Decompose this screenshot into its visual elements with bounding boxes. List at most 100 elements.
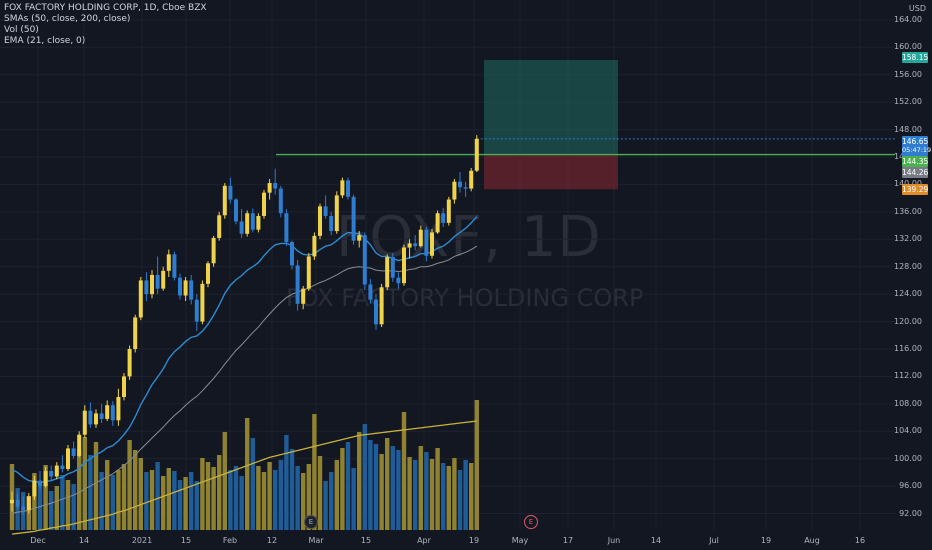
price-tick-label: 116.00 [894, 343, 922, 353]
price-tick-label: 152.00 [894, 97, 922, 107]
candle-body [385, 257, 390, 288]
ema21-line [11, 216, 478, 484]
candle-body [312, 235, 317, 257]
candle-body [418, 229, 423, 247]
earnings-future-marker[interactable]: E [524, 515, 538, 529]
candle-body [172, 254, 177, 278]
time-tick-label: Apr [417, 536, 431, 545]
candle-body [15, 499, 20, 507]
candle-body [82, 410, 87, 435]
time-tick-label: 14 [650, 536, 662, 545]
candle-body [290, 242, 294, 266]
candle-body [306, 256, 311, 289]
volume-bar [301, 473, 306, 530]
volume-bar [54, 486, 59, 530]
candle-body [110, 405, 115, 421]
price-tick-label: 96.00 [899, 481, 922, 491]
volume-bar [474, 400, 479, 530]
time-tick-label: May [511, 536, 529, 545]
candle-body [54, 465, 59, 477]
volume-bar [368, 440, 373, 530]
volume-bar [155, 462, 160, 530]
chart-legend: FOX FACTORY HOLDING CORP, 1D, Cboe BZX S… [4, 3, 207, 47]
sma200-line [11, 420, 477, 535]
volume-bar [194, 481, 199, 530]
volume-bar [183, 477, 188, 530]
legend-title[interactable]: FOX FACTORY HOLDING CORP, 1D, Cboe BZX [4, 3, 207, 13]
legend-vol[interactable]: Vol (50) [4, 25, 39, 35]
candle-body [267, 183, 272, 193]
volume-bar [172, 471, 177, 530]
candle-body [21, 506, 26, 511]
watermark-name: FOX FACTORY HOLDING CORP [286, 284, 644, 312]
candle-body [424, 229, 429, 256]
price-tick-label: 112.00 [894, 371, 922, 381]
volume-bar [418, 446, 423, 530]
time-tick-label: 2021 [131, 536, 153, 545]
earnings-past-marker[interactable]: E [304, 515, 318, 529]
volume-bar [340, 448, 345, 530]
volume-bar [457, 470, 463, 530]
candle-body [88, 410, 93, 425]
time-tick-label: 16 [854, 536, 866, 545]
candle-body [435, 213, 440, 233]
volume-bar [334, 460, 339, 530]
legend-sma[interactable]: SMAs (50, close, 200, close) [4, 14, 131, 24]
volume-bar [110, 475, 115, 530]
candle-body [133, 317, 138, 349]
volume-bar [161, 476, 166, 530]
candle-body [357, 235, 362, 241]
legend-ema[interactable]: EMA (21, close, 0) [4, 36, 86, 46]
candle-body [452, 181, 457, 200]
volume-bar [105, 460, 110, 530]
volume-bar [144, 472, 149, 530]
volume-bar [200, 458, 205, 530]
time-tick-label: Feb [222, 536, 238, 545]
price-tick-label: 104.00 [894, 426, 922, 436]
candle-body [38, 480, 42, 487]
volume-bar [373, 444, 379, 530]
candle-body [26, 496, 31, 511]
volume-bar [413, 460, 418, 530]
volume-bar [233, 466, 239, 530]
candle-body [127, 348, 132, 377]
price-tick-label: 156.00 [894, 69, 922, 79]
candle-body [43, 471, 48, 487]
volume-bar [295, 466, 300, 530]
time-tick-label: 17 [562, 536, 574, 545]
price-tick-label: 108.00 [894, 398, 922, 408]
volume-bar [289, 449, 295, 530]
volume-bar [452, 458, 457, 530]
candle-body [32, 480, 37, 497]
candle-body [362, 235, 367, 285]
time-tick-label: 15 [180, 536, 192, 545]
volume-bar [245, 418, 250, 530]
volume-bar [99, 472, 104, 530]
price-tick-label: 100.00 [894, 453, 922, 463]
candle-body [183, 280, 188, 296]
candle-body [469, 170, 474, 189]
time-tick-label: 14 [78, 536, 90, 545]
candle-body [441, 213, 446, 223]
candle-body [155, 274, 160, 289]
price-tick-label: 132.00 [894, 234, 922, 244]
candle-body [239, 221, 244, 234]
candle-body [334, 195, 339, 232]
time-tick-label: Jul [709, 536, 719, 545]
candle-body [144, 280, 149, 295]
price-tick-label: 140.00 [894, 179, 922, 188]
target-zone [484, 59, 618, 155]
volume-bar [222, 432, 227, 530]
candle-body [368, 284, 373, 300]
volume-bar [329, 472, 334, 530]
volume-bar [88, 455, 93, 530]
volume-bar [138, 458, 143, 530]
sma50-line [11, 245, 478, 515]
candle-body [318, 206, 322, 236]
candle-body [200, 283, 205, 322]
candle-body [262, 192, 266, 216]
candle-body [351, 196, 356, 241]
candle-body [49, 471, 54, 477]
